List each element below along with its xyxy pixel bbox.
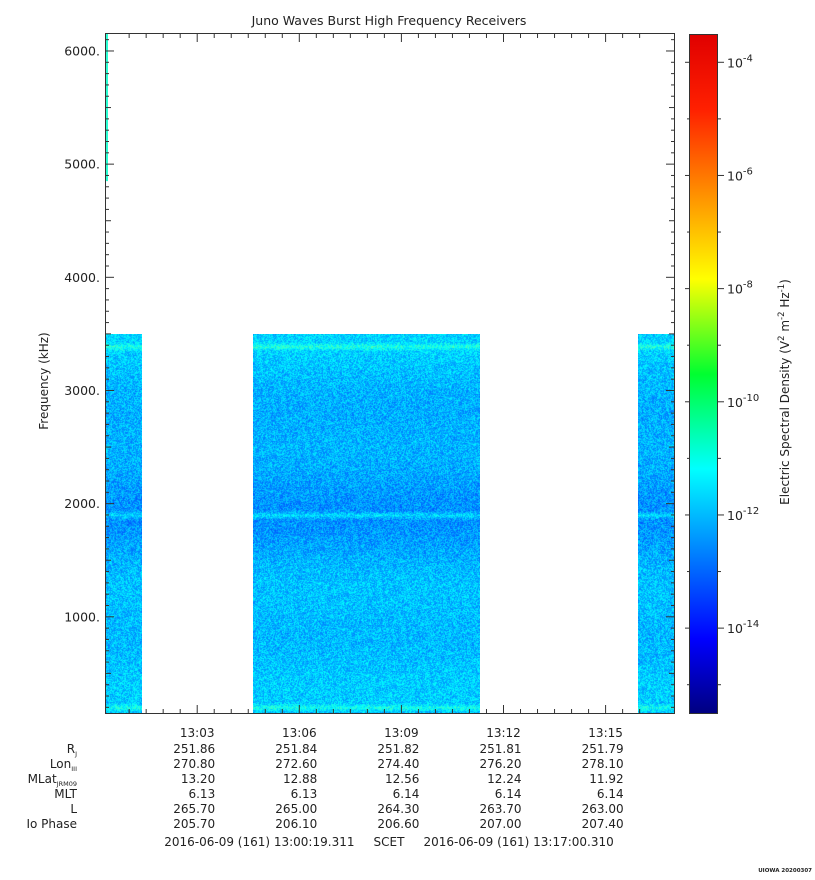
colorbar-ticks: 10-4 10-6 10-8 10-10 10-12 10-14 — [685, 53, 759, 686]
y-axis-ticks: 1000. 2000. 3000. 4000. 5000. 6000. — [64, 39, 674, 708]
colorbar-tick-label: 10-12 — [727, 506, 759, 523]
x-tick-label: 13:15 — [588, 726, 623, 740]
y-tick-label: 3000. — [64, 383, 100, 398]
colorbar — [689, 34, 718, 714]
colorbar-tick-label: 10-14 — [727, 619, 759, 636]
ephemeris-value: 12.24 — [487, 772, 521, 786]
ephemeris-value: 13.20 — [181, 772, 215, 786]
data-block-2 — [253, 334, 480, 713]
ephemeris-row-label: MLatJRM09 — [28, 772, 77, 788]
ephemeris-value: 264.30 — [377, 802, 419, 816]
y-tick-label: 4000. — [64, 270, 100, 285]
ephemeris-value: 263.00 — [582, 802, 624, 816]
chart-title: Juno Waves Burst High Frequency Receiver… — [251, 13, 527, 28]
ephemeris-value: 251.79 — [582, 742, 624, 756]
ephemeris-value: 6.14 — [393, 787, 420, 801]
ephemeris-table: RJ 251.86 251.84 251.82 251.81 251.79 LonIII 27… — [26, 742, 623, 831]
ephemeris-value: 265.70 — [173, 802, 215, 816]
ephemeris-row-label: LonIII — [50, 757, 77, 773]
ephemeris-row-label: L — [70, 802, 77, 816]
x-tick-label: 13:03 — [180, 726, 215, 740]
ephemeris-value: 276.20 — [479, 757, 521, 771]
ephemeris-value: 207.00 — [479, 817, 521, 831]
ephemeris-value: 206.10 — [275, 817, 317, 831]
ephemeris-value: 11.92 — [589, 772, 623, 786]
data-block-1 — [106, 334, 142, 713]
ephemeris-row-label: RJ — [67, 742, 77, 758]
colorbar-tick-label: 10-8 — [727, 280, 753, 297]
y-tick-label: 5000. — [64, 157, 100, 172]
ephemeris-value: 6.14 — [495, 787, 522, 801]
footer-tag: UIOWA 20200307 — [758, 868, 812, 874]
y-tick-label: 6000. — [64, 43, 100, 58]
ephemeris-value: 251.81 — [479, 742, 521, 756]
ephemeris-value: 270.80 — [173, 757, 215, 771]
x-tick-label: 13:06 — [282, 726, 317, 740]
ephemeris-value: 12.56 — [385, 772, 419, 786]
ephemeris-value: 207.40 — [582, 817, 624, 831]
data-block-3 — [638, 334, 674, 713]
ephemeris-value: 6.13 — [291, 787, 318, 801]
y-axis-label: Frequency (kHz) — [37, 332, 51, 429]
ephemeris-value: 6.13 — [188, 787, 215, 801]
ephemeris-value: 272.60 — [275, 757, 317, 771]
ephemeris-value: 251.82 — [377, 742, 419, 756]
colorbar-tick-label: 10-10 — [727, 393, 759, 410]
ephemeris-row-label: Io Phase — [26, 817, 77, 831]
ephemeris-value: 263.70 — [479, 802, 521, 816]
plot-frame — [105, 33, 675, 714]
colorbar-tick-label: 10-4 — [727, 53, 753, 70]
y-tick-label: 1000. — [64, 609, 100, 624]
y-tick-label: 2000. — [64, 496, 100, 511]
ephemeris-value: 206.60 — [377, 817, 419, 831]
ephemeris-value: 251.84 — [275, 742, 317, 756]
x-tick-label: 13:09 — [384, 726, 419, 740]
x-axis-ticks: 13:03 13:06 13:09 13:12 13:15 — [128, 34, 641, 740]
ephemeris-row-label: MLT — [54, 787, 77, 801]
ephemeris-value: 6.14 — [597, 787, 624, 801]
ephemeris-value: 265.00 — [275, 802, 317, 816]
scet-time-range: 2016-06-09 (161) 13:00:19.311 SCET 2016-… — [164, 835, 614, 849]
ephemeris-value: 278.10 — [582, 757, 624, 771]
ephemeris-value: 205.70 — [173, 817, 215, 831]
ephemeris-value: 12.88 — [283, 772, 317, 786]
colorbar-tick-label: 10-6 — [727, 166, 753, 183]
colorbar-label: Electric Spectral Density (V2 m-2 Hz-1) — [777, 279, 792, 505]
ephemeris-value: 251.86 — [173, 742, 215, 756]
x-tick-label: 13:12 — [486, 726, 521, 740]
ephemeris-value: 274.40 — [377, 757, 419, 771]
spectrogram-data-layer — [106, 34, 674, 713]
